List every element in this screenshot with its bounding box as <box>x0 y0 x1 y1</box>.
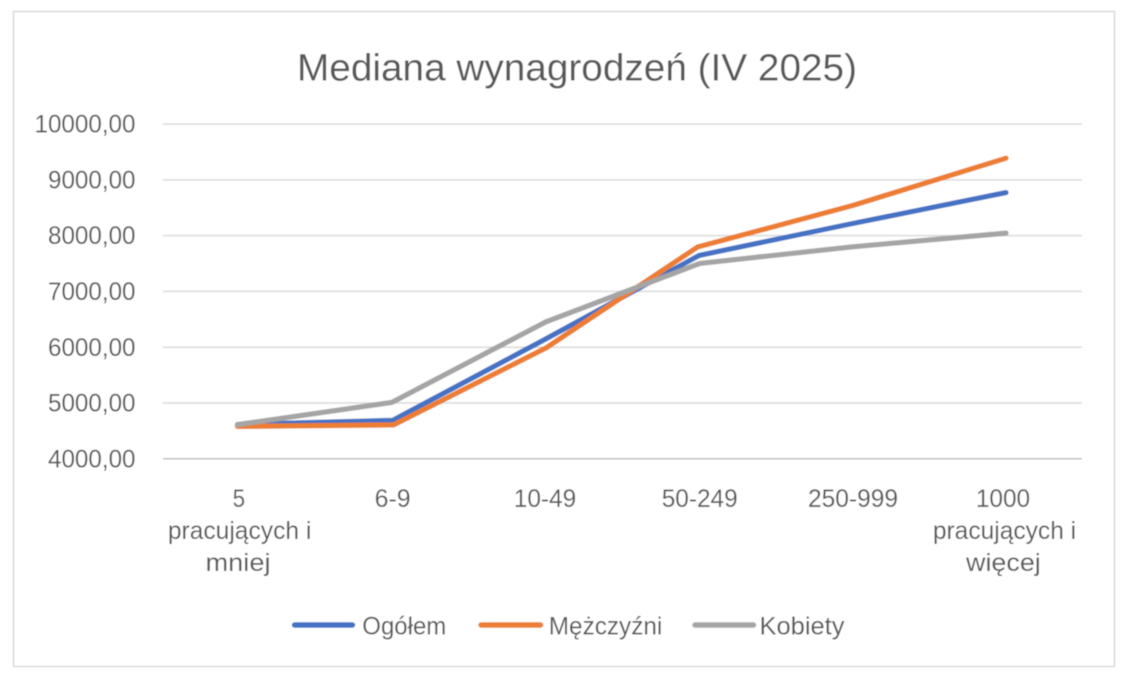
svg-text:8000,00: 8000,00 <box>48 222 136 250</box>
svg-text:5000,00: 5000,00 <box>48 390 136 418</box>
svg-text:5: 5 <box>233 485 246 513</box>
svg-text:Mediana wynagrodzeń (IV 2025): Mediana wynagrodzeń (IV 2025) <box>297 48 857 90</box>
svg-text:Kobiety: Kobiety <box>760 612 846 640</box>
svg-text:7000,00: 7000,00 <box>48 278 136 306</box>
svg-text:10-49: 10-49 <box>514 485 577 513</box>
svg-text:więcej: więcej <box>965 549 1041 577</box>
svg-text:250-999: 250-999 <box>808 485 898 513</box>
svg-text:Mężczyźni: Mężczyźni <box>549 612 663 640</box>
svg-text:50-249: 50-249 <box>662 485 738 513</box>
svg-text:10000,00: 10000,00 <box>35 111 136 139</box>
svg-text:mniej: mniej <box>206 549 271 577</box>
svg-text:pracujących i: pracujących i <box>168 517 312 545</box>
svg-text:6-9: 6-9 <box>375 485 411 513</box>
svg-text:4000,00: 4000,00 <box>48 445 136 473</box>
svg-text:Ogółem: Ogółem <box>362 612 446 640</box>
svg-text:6000,00: 6000,00 <box>48 334 136 362</box>
svg-text:1000: 1000 <box>976 485 1030 513</box>
svg-text:9000,00: 9000,00 <box>48 167 136 195</box>
svg-text:pracujących i: pracujących i <box>933 517 1076 545</box>
